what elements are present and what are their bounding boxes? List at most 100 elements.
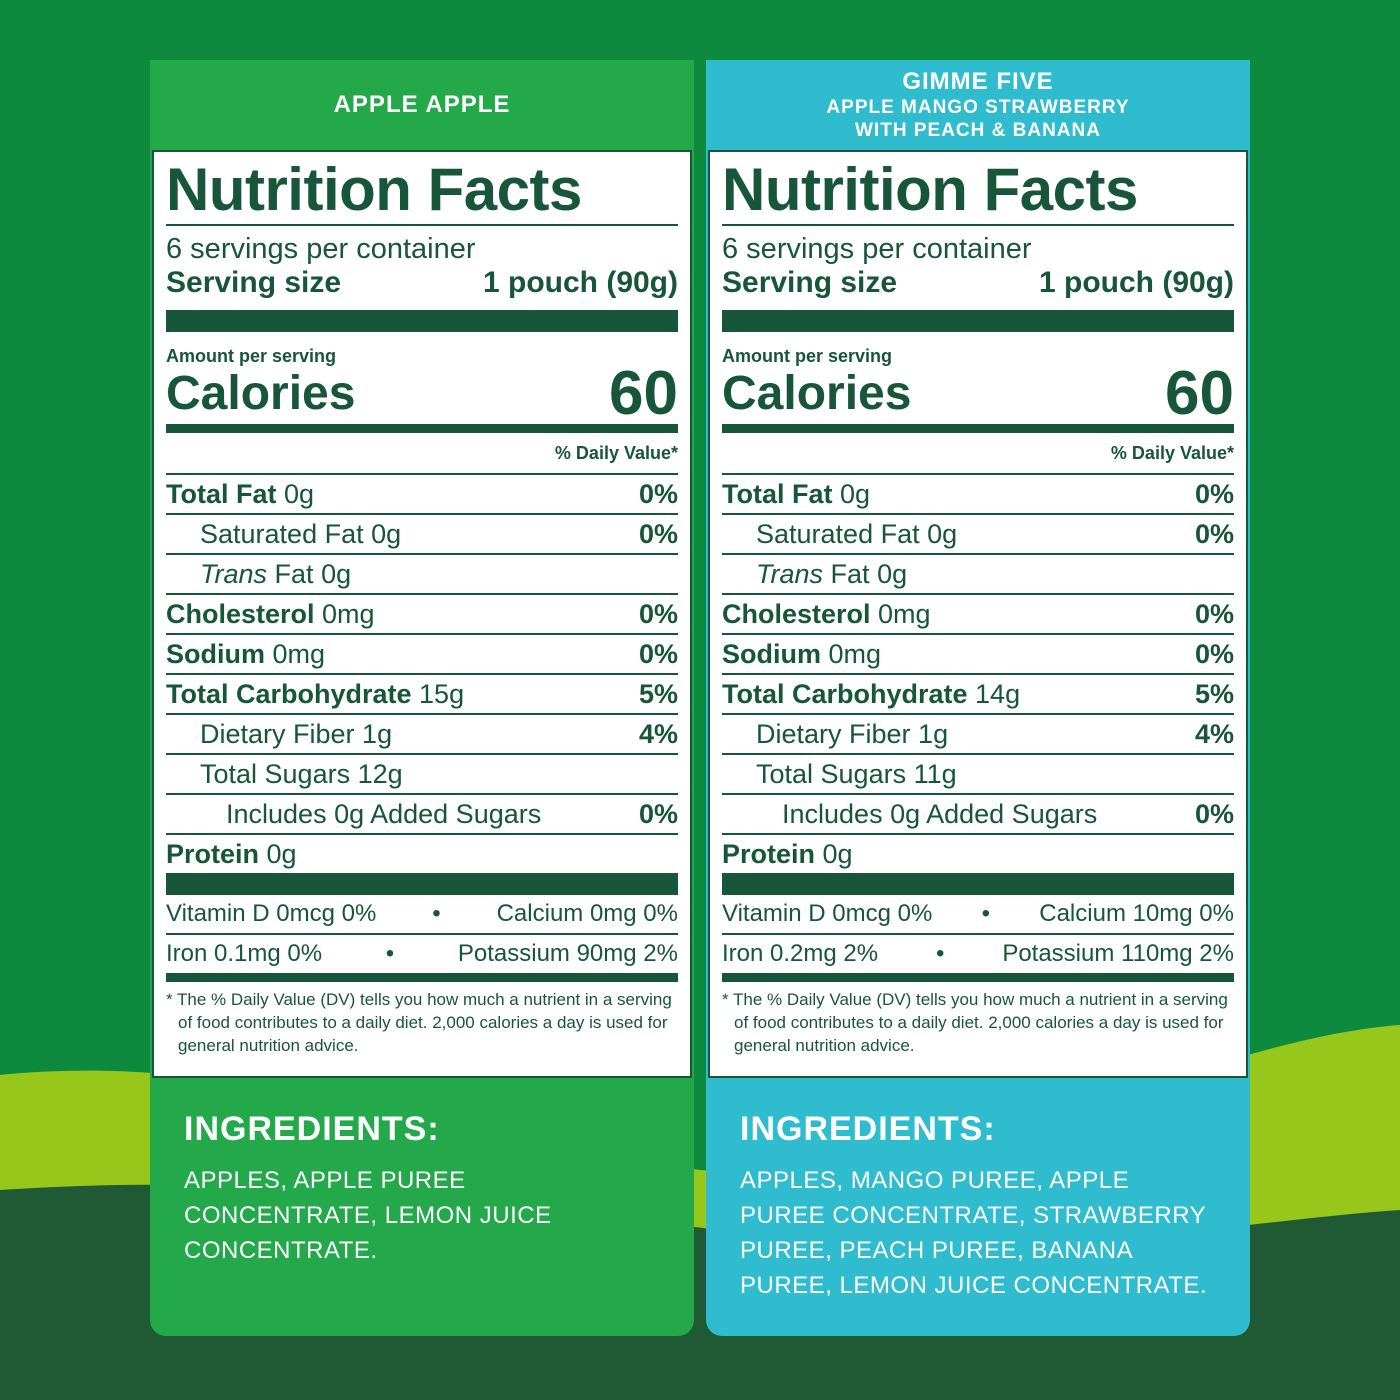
nutrient-name: Cholesterol 0mg: [166, 599, 375, 629]
product-name-header: GIMME FIVE APPLE MANGO STRAWBERRY WITH PEA…: [706, 60, 1250, 150]
nutrient-list: Total Fat 0g 0% Saturated Fat 0g 0% Trans Fa…: [166, 475, 678, 873]
nutrient-name: Total Sugars 11g: [756, 759, 957, 789]
nutrient-name: Trans Fat 0g: [200, 559, 352, 589]
daily-value-header: % Daily Value*: [166, 433, 678, 475]
bullet-icon: •: [385, 940, 395, 967]
bullet-icon: •: [981, 900, 990, 927]
divider-medium: [166, 424, 678, 433]
nutrient-daily-value: 4%: [638, 719, 678, 749]
nutrient-daily-value: 0%: [1194, 639, 1234, 669]
nutrient-name: Trans Fat 0g: [756, 559, 908, 589]
vitamin-left: Iron 0.1mg 0%: [166, 940, 323, 967]
nutrient-row: Saturated Fat 0g 0%: [722, 515, 1234, 555]
nutrient-name: Includes 0g Added Sugars: [782, 799, 1098, 829]
nutrient-name: Saturated Fat 0g: [756, 519, 958, 549]
calories-value: 60: [609, 359, 678, 428]
nutrient-name: Sodium 0mg: [166, 639, 326, 669]
bullet-icon: •: [936, 940, 945, 967]
ingredients-section: INGREDIENTS: APPLES, MANGO PUREE, APPLE …: [740, 1110, 1220, 1303]
nutrient-row: Total Carbohydrate 15g 5%: [166, 675, 678, 715]
product-name-line: APPLE APPLE: [333, 91, 511, 118]
calories-value: 60: [1165, 359, 1234, 428]
product-name-line: WITH PEACH & BANANA: [855, 120, 1101, 141]
vitamin-list: Vitamin D 0mcg 0% • Calcium 10mg 0% Iron 0.…: [722, 895, 1234, 973]
nutrient-daily-value: 0%: [1194, 479, 1234, 509]
nutrient-row: Total Fat 0g 0%: [166, 475, 678, 515]
ingredients-title: INGREDIENTS:: [740, 1110, 996, 1148]
nutrient-row: Total Sugars 11g: [722, 755, 1234, 795]
nutrient-row: Protein 0g: [166, 835, 678, 873]
nutrient-name: Protein 0g: [722, 839, 853, 869]
daily-value-footnote: * The % Daily Value (DV) tells you how m…: [722, 990, 1228, 1055]
daily-value-footnote: * The % Daily Value (DV) tells you how m…: [166, 990, 672, 1055]
calories-label: Calories: [166, 367, 356, 420]
nutrition-facts-label: Nutrition Facts 6 servings per container…: [708, 150, 1248, 1078]
nutrient-row: Cholesterol 0mg 0%: [722, 595, 1234, 635]
nutrient-row: Trans Fat 0g: [166, 555, 678, 595]
nutrient-daily-value: 0%: [1194, 599, 1234, 629]
serving-size-label: Serving size: [166, 266, 342, 299]
divider-thick: [166, 310, 678, 332]
product-panel-2: GIMME FIVE APPLE MANGO STRAWBERRY WITH PEA…: [706, 60, 1250, 1336]
amount-per-serving: Amount per serving: [166, 346, 337, 366]
nutrient-row: Saturated Fat 0g 0%: [166, 515, 678, 555]
product-name-line: APPLE MANGO STRAWBERRY: [826, 97, 1130, 118]
product-name-header: APPLE APPLE: [150, 60, 694, 150]
product-panel-1: APPLE APPLE Nutrition Facts 6 servings p…: [150, 60, 694, 1336]
nutrient-name: Total Fat 0g: [166, 479, 315, 509]
servings-per-container: 6 servings per container: [166, 233, 476, 265]
divider-medium: [722, 424, 1234, 433]
bullet-icon: •: [432, 900, 441, 927]
divider-medium: [722, 973, 1234, 982]
nutrient-row: Protein 0g: [722, 835, 1234, 873]
nutrient-daily-value: 0%: [638, 799, 678, 829]
nutrient-daily-value: 4%: [1194, 719, 1234, 749]
calories-row: Calories 60: [722, 359, 1234, 428]
vitamin-left: Iron 0.2mg 2%: [722, 940, 879, 967]
nutrient-row: Trans Fat 0g: [722, 555, 1234, 595]
nutrient-row: Total Carbohydrate 14g 5%: [722, 675, 1234, 715]
nutrient-daily-value: 0%: [1194, 519, 1234, 549]
vitamin-list: Vitamin D 0mcg 0% • Calcium 0mg 0% Iron 0.1…: [166, 895, 678, 973]
vitamin-row: Iron 0.2mg 2% • Potassium 110mg 2%: [722, 935, 1234, 973]
calories-label: Calories: [722, 367, 912, 420]
nutrient-daily-value: 5%: [1194, 679, 1234, 709]
vitamin-row: Vitamin D 0mcg 0% • Calcium 0mg 0%: [166, 895, 678, 935]
divider-thick: [722, 873, 1234, 895]
serving-size-value: 1 pouch (90g): [482, 266, 678, 299]
vitamin-left: Vitamin D 0mcg 0%: [166, 900, 377, 927]
nutrient-name: Sodium 0mg: [722, 639, 882, 669]
nutrient-daily-value: 0%: [638, 599, 678, 629]
vitamin-right: Calcium 0mg 0%: [496, 900, 678, 927]
nutrition-facts-label: Nutrition Facts 6 servings per container…: [152, 150, 692, 1078]
ingredients-text: APPLES, MANGO PUREE, APPLE PUREE CONCENT…: [740, 1167, 1208, 1299]
vitamin-right: Potassium 110mg 2%: [1002, 940, 1234, 967]
nutrition-facts-title: Nutrition Facts: [166, 158, 678, 226]
nutrition-facts-title: Nutrition Facts: [722, 158, 1234, 226]
nutrient-list: Total Fat 0g 0% Saturated Fat 0g 0% Trans Fa…: [722, 475, 1234, 873]
daily-value-header: % Daily Value*: [722, 433, 1234, 475]
nutrient-name: Total Carbohydrate 14g: [722, 679, 1021, 709]
nutrient-row: Total Sugars 12g: [166, 755, 678, 795]
ingredients-title: INGREDIENTS:: [184, 1110, 440, 1148]
nutrient-name: Cholesterol 0mg: [722, 599, 931, 629]
nutrient-name: Total Sugars 12g: [200, 759, 403, 789]
vitamin-row: Vitamin D 0mcg 0% • Calcium 10mg 0%: [722, 895, 1234, 935]
serving-size-row: Serving size 1 pouch (90g): [722, 266, 1234, 300]
nutrient-daily-value: 5%: [638, 679, 678, 709]
nutrient-row: Sodium 0mg 0%: [722, 635, 1234, 675]
nutrient-name: Dietary Fiber 1g: [200, 719, 393, 749]
nutrient-name: Dietary Fiber 1g: [756, 719, 949, 749]
nutrient-row: Dietary Fiber 1g 4%: [166, 715, 678, 755]
vitamin-right: Calcium 10mg 0%: [1039, 900, 1234, 927]
serving-size-value: 1 pouch (90g): [1038, 266, 1234, 299]
ingredients-section: INGREDIENTS: APPLES, APPLE PUREE CONCENT…: [184, 1110, 664, 1268]
divider-medium: [166, 973, 678, 982]
amount-per-serving: Amount per serving: [722, 346, 893, 366]
vitamin-left: Vitamin D 0mcg 0%: [722, 900, 933, 927]
ingredients-text: APPLES, APPLE PUREE CONCENTRATE, LEMON J…: [184, 1167, 552, 1264]
nutrient-row: Includes 0g Added Sugars 0%: [722, 795, 1234, 835]
serving-size-label: Serving size: [722, 266, 898, 299]
divider-thick: [166, 873, 678, 895]
nutrient-name: Includes 0g Added Sugars: [226, 799, 542, 829]
